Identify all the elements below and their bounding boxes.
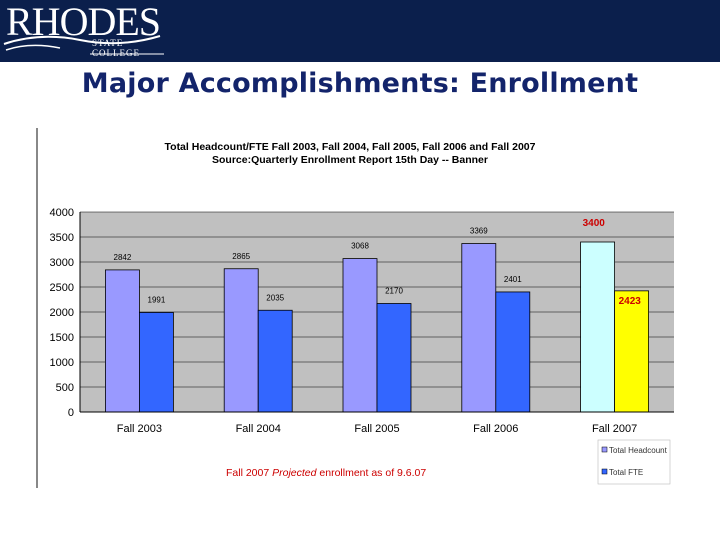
x-tick-label: Fall 2006 — [473, 423, 518, 435]
footnote-prefix: Fall 2007 — [226, 467, 272, 479]
y-tick-label: 0 — [68, 407, 74, 419]
bar-total-headcount — [461, 243, 497, 413]
data-label: 1991 — [148, 295, 166, 304]
bar-total-fte — [614, 290, 649, 413]
bar-total-fte — [376, 303, 412, 413]
legend-swatch — [601, 446, 608, 453]
data-label: 3068 — [351, 242, 369, 251]
legend-label: Total FTE — [609, 468, 643, 477]
data-label: 2842 — [114, 253, 132, 262]
bar-total-headcount — [105, 269, 140, 413]
bar-total-fte — [139, 312, 174, 413]
y-tick-label: 3500 — [50, 232, 74, 244]
y-tick-label: 2500 — [50, 282, 74, 294]
data-label: 2401 — [504, 275, 522, 284]
data-label: 3400 — [583, 218, 606, 229]
header-banner: RHODES STATE COLLEGE — [0, 0, 720, 62]
x-tick-label: Fall 2007 — [592, 423, 637, 435]
y-axis: 0 500 1000 1500 2000 2500 3000 3500 4000 — [50, 207, 81, 419]
x-tick-label: Fall 2004 — [236, 423, 281, 435]
y-tick-label: 4000 — [50, 207, 74, 219]
legend-label: Total Headcount — [609, 446, 668, 455]
bar-total-fte — [495, 291, 531, 413]
bar-total-headcount — [223, 268, 259, 413]
data-label: 2865 — [232, 252, 250, 261]
chart-title: Total Headcount/FTE Fall 2003, Fall 2004… — [165, 141, 536, 153]
data-label: 2170 — [385, 287, 403, 296]
y-tick-label: 2000 — [50, 307, 74, 319]
data-label: 3369 — [470, 227, 488, 236]
y-tick-label: 500 — [56, 382, 74, 394]
legend: Total Headcount Total FTE — [597, 439, 671, 485]
footnote-italic: Projected — [272, 467, 318, 479]
footnote-suffix: enrollment as of 9.6.07 — [316, 467, 426, 479]
data-label: 2035 — [266, 293, 284, 302]
x-tick-label: Fall 2005 — [354, 423, 399, 435]
bar-total-fte — [257, 309, 293, 413]
data-label: 2423 — [619, 296, 642, 307]
y-tick-label: 3000 — [50, 257, 74, 269]
slide-title: Major Accomplishments: Enrollment — [81, 68, 639, 99]
legend-box — [597, 439, 671, 485]
x-tick-label: Fall 2003 — [117, 423, 162, 435]
x-axis: Fall 2003 Fall 2004 Fall 2005 Fall 2006 Fall… — [80, 411, 674, 435]
rhodes-logo: RHODES STATE COLLEGE — [0, 0, 168, 58]
legend-swatch — [601, 468, 608, 475]
chart-footnote: Fall 2007 Projected enrollment as of 9.6… — [226, 467, 426, 479]
chart-subtitle: Source:Quarterly Enrollment Report 15th … — [212, 154, 488, 166]
logo-swoosh-icon — [3, 35, 164, 55]
y-tick-label: 1000 — [50, 357, 74, 369]
bar-total-headcount — [580, 241, 615, 413]
bars: 2842 1991 2865 2035 3068 2170 3369 2401 3400 2423 — [105, 218, 649, 413]
logo-subtitle: STATE COLLEGE — [92, 38, 140, 58]
enrollment-chart: Total Headcount/FTE Fall 2003, Fall 2004… — [50, 141, 674, 485]
y-tick-label: 1500 — [50, 332, 74, 344]
bar-total-headcount — [342, 258, 378, 413]
chart-frame: Total Headcount/FTE Fall 2003, Fall 2004… — [36, 128, 676, 488]
logo-name: RHODES — [6, 0, 161, 44]
